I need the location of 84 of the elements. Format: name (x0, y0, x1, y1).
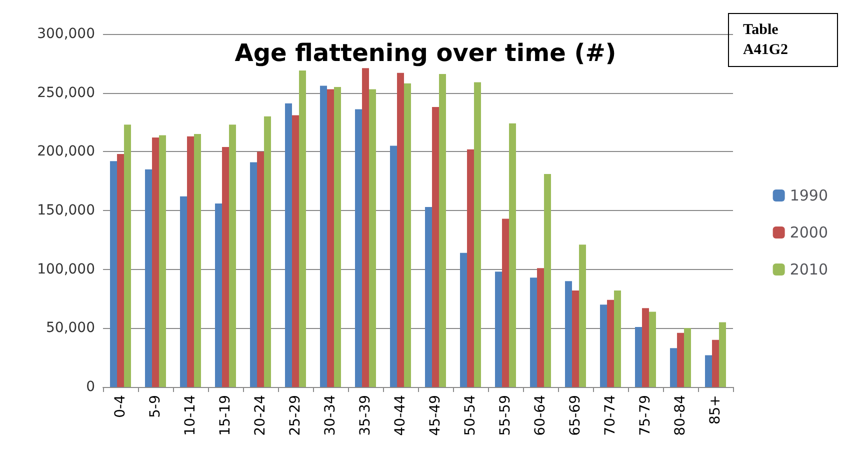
y-tick-label: 100,000 (37, 261, 95, 278)
bar (607, 300, 614, 387)
bar (439, 74, 446, 387)
y-tick-label: 50,000 (46, 320, 95, 336)
bar (152, 138, 159, 387)
bar (362, 68, 369, 387)
bar (320, 86, 327, 387)
bar (390, 146, 397, 387)
x-tick-label: 10-14 (182, 394, 198, 436)
x-tick-label: 60-64 (532, 394, 548, 436)
x-tick-label: 20-24 (252, 394, 268, 436)
bar (635, 326, 642, 387)
bar (124, 124, 131, 387)
bar (110, 161, 117, 387)
bar (404, 83, 411, 387)
bar (509, 123, 516, 387)
x-tick-label: 45-49 (428, 395, 444, 436)
bar (544, 174, 551, 387)
bar (145, 169, 152, 387)
bar (299, 70, 306, 387)
bar (117, 154, 124, 387)
x-tick-label: 40-44 (392, 394, 408, 436)
bar (467, 149, 474, 387)
bar (530, 278, 537, 387)
y-tick-label: 200,000 (37, 144, 95, 160)
bar (614, 290, 621, 387)
note-box: Table A41G2 (728, 13, 838, 67)
bar (565, 281, 572, 387)
bar (712, 340, 719, 387)
x-tick-label: 30-34 (322, 394, 338, 436)
x-tick-label: 25-29 (288, 395, 304, 436)
x-tick-label: 50-54 (462, 394, 478, 436)
x-tick-label: 5-9 (148, 395, 164, 418)
bar (159, 135, 166, 387)
bar (215, 203, 222, 387)
bar (705, 355, 712, 387)
x-tick-label: 70-74 (602, 394, 618, 436)
bar (719, 322, 726, 387)
bar (649, 312, 656, 387)
bar (502, 218, 509, 387)
bar (537, 268, 544, 387)
x-tick-label: 75-79 (638, 395, 654, 436)
bar (579, 244, 586, 387)
bar (369, 89, 376, 387)
x-tick-label: 65-69 (568, 395, 584, 436)
bar (495, 272, 502, 387)
bar (432, 106, 439, 387)
y-tick-label: 300,000 (37, 26, 95, 42)
bar (397, 72, 404, 387)
bar (285, 103, 292, 387)
bar (572, 290, 579, 387)
bar (355, 109, 362, 387)
bar (600, 304, 607, 387)
x-tick-label: 15-19 (218, 395, 234, 436)
bar (642, 308, 649, 387)
x-tick-label: 55-59 (498, 395, 514, 436)
y-tick-label: 0 (86, 379, 95, 395)
bar (187, 136, 194, 387)
chart-title: Age flattening over time (#) (234, 39, 616, 67)
bar (292, 115, 299, 387)
y-tick-label: 250,000 (37, 84, 95, 101)
legend-label: 2010 (790, 260, 828, 278)
bar (474, 82, 481, 387)
bar (250, 162, 257, 387)
bar (194, 134, 201, 387)
bar (425, 206, 432, 387)
bar (257, 152, 264, 387)
bar (180, 196, 187, 387)
bar (327, 89, 334, 387)
x-tick-label: 0-4 (112, 394, 128, 418)
bar (229, 124, 236, 387)
bar (460, 252, 467, 387)
x-tick-label: 85+ (708, 395, 724, 425)
bar (334, 86, 341, 387)
legend-label: 1990 (790, 186, 828, 204)
x-tick-label: 35-39 (358, 395, 374, 436)
bar (677, 332, 684, 387)
bar (264, 116, 271, 387)
y-tick-label: 150,000 (37, 202, 95, 218)
legend-label: 2000 (790, 224, 828, 242)
bar (670, 348, 677, 387)
x-tick-label: 80-84 (672, 394, 688, 436)
bar (684, 328, 691, 387)
bar (222, 146, 229, 387)
